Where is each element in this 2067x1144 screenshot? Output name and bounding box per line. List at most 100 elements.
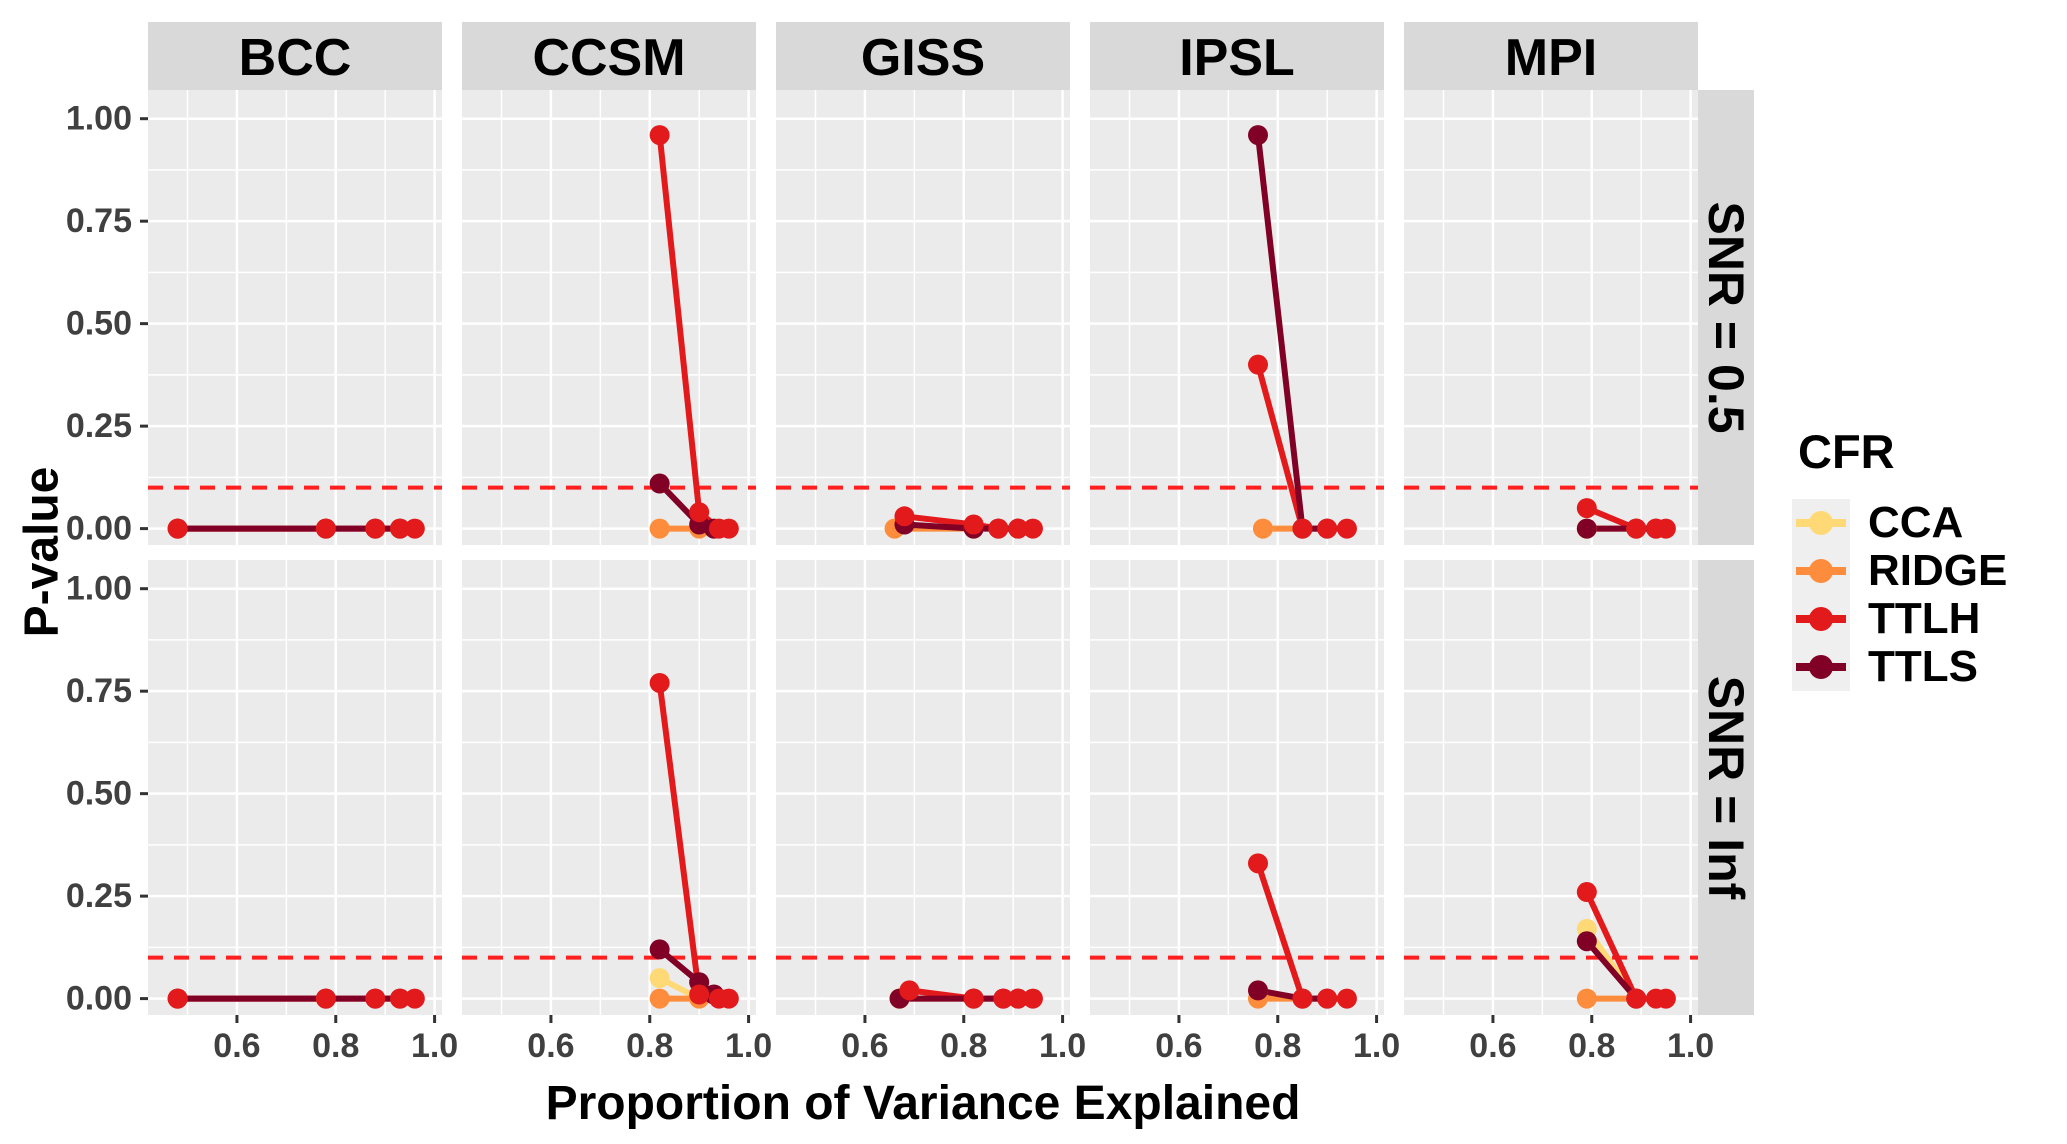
data-point-ridge: [1252, 518, 1273, 539]
x-axis-tick-label: 0.8: [1568, 1027, 1615, 1065]
strip-background: [148, 22, 442, 90]
data-point-ttlh: [1576, 498, 1597, 519]
x-axis-tick-label: 1.0: [1039, 1027, 1086, 1065]
legend-key-swatch: [1792, 595, 1850, 643]
legend-key-swatch: [1792, 499, 1850, 547]
data-point-ttls: [649, 473, 670, 494]
data-point-ttlh: [899, 980, 920, 1001]
legend-item-label: RIDGE: [1868, 546, 2008, 595]
legend-title: CFR: [1798, 425, 1895, 478]
panel-ipsl-row0: [1090, 90, 1384, 545]
data-point-ttlh: [649, 672, 670, 693]
legend-key-glyph: [1796, 655, 1846, 679]
data-point-ttlh: [963, 514, 984, 535]
legend-key-glyph: [1796, 511, 1846, 535]
facet-row-label: SNR = 0.5: [1698, 201, 1754, 433]
panel-mpi-row1: [1404, 560, 1698, 1015]
legend-key-glyph: [1796, 559, 1846, 583]
data-point-ttlh: [1008, 518, 1029, 539]
data-point-ttlh: [365, 518, 386, 539]
data-point-ttlh: [1626, 518, 1647, 539]
facet-row-strip-top: SNR = 0.5: [1698, 90, 1754, 545]
panel-giss-row0: [776, 90, 1070, 545]
panel-giss-row1: [776, 560, 1070, 1015]
x-axis-tick-label: 0.8: [1254, 1027, 1301, 1065]
legend-item-label: TTLS: [1868, 642, 1978, 691]
panel-ccsm-row1: [462, 560, 756, 1015]
panel-mpi-row0: [1404, 90, 1698, 545]
legend-item-ttls: TTLS: [1792, 643, 2007, 691]
x-axis-tick-label: 1.0: [411, 1027, 458, 1065]
data-point-ttlh: [993, 988, 1014, 1009]
y-axis-tick-label: 0.25: [66, 877, 132, 915]
data-point-ttlh: [390, 518, 410, 539]
legend-item-label: TTLH: [1868, 594, 1981, 643]
panel-bcc-row0: [148, 90, 442, 545]
data-point-ttlh: [315, 988, 336, 1009]
legend-item-label: CCA: [1868, 498, 1964, 547]
data-point-ttlh: [1292, 988, 1313, 1009]
x-axis-title: Proportion of Variance Explained: [545, 1077, 1301, 1130]
legend-item-cca: CCA: [1792, 499, 2007, 547]
data-point-ttlh: [167, 518, 188, 539]
strip-background: [1404, 22, 1698, 90]
x-axis-tick-label: 0.6: [1469, 1027, 1516, 1065]
strip-background: [462, 22, 756, 90]
legend: CFR CCA RIDGE TTLH TTLS: [1792, 424, 2007, 691]
data-point-ridge: [1576, 988, 1597, 1009]
data-point-ttlh: [315, 518, 336, 539]
panel-background: [462, 90, 756, 545]
y-axis-tick-label: 1.00: [66, 570, 132, 608]
data-point-ttls: [1576, 518, 1597, 539]
panel-ipsl-row1: [1090, 560, 1384, 1015]
y-axis-tick-label: 0.25: [66, 407, 132, 445]
strip-background: [1698, 560, 1754, 1015]
y-axis-tick-label: 0.00: [66, 510, 132, 548]
data-point-ttlh: [167, 988, 188, 1009]
panel-background: [776, 90, 1070, 545]
strip-background: [1698, 90, 1754, 545]
facet-column-label: GISS: [861, 29, 985, 87]
legend-key-point: [1809, 559, 1833, 583]
data-point-ttlh: [1248, 853, 1268, 874]
legend-key-glyph: [1796, 607, 1846, 631]
legend-key-point: [1809, 511, 1833, 535]
facet-column-strip-mpi: MPI: [1404, 22, 1698, 90]
panel-ccsm-row0: [462, 90, 756, 545]
panel-background: [148, 90, 442, 545]
data-point-ttlh: [649, 125, 670, 146]
legend-item-ridge: RIDGE: [1792, 547, 2007, 595]
facet-column-label: MPI: [1505, 29, 1597, 87]
data-point-ridge: [649, 518, 670, 539]
data-point-ttlh: [988, 518, 1009, 539]
data-point-ttlh: [1576, 882, 1597, 903]
series-line-ttls: [1583, 938, 1640, 1002]
legend-key-point: [1809, 607, 1833, 631]
data-point-ttls: [1576, 931, 1597, 952]
data-point-ttlh: [963, 988, 984, 1009]
data-point-ttls: [1248, 125, 1268, 146]
x-axis-tick-label: 0.6: [527, 1027, 574, 1065]
data-point-ttlh: [1022, 988, 1043, 1009]
data-point-ttls: [1248, 980, 1268, 1001]
y-axis-tick-label: 0.75: [66, 202, 132, 240]
x-axis-tick-label: 0.8: [626, 1027, 673, 1065]
y-axis-tick-label: 1.00: [66, 100, 132, 138]
panel-background: [1090, 560, 1384, 1015]
data-point-ttlh: [1292, 518, 1313, 539]
x-axis-tick-label: 1.0: [1353, 1027, 1400, 1065]
data-point-ttlh: [1655, 518, 1676, 539]
y-axis-title: P-value: [15, 466, 69, 638]
legend-key-swatch: [1792, 643, 1850, 691]
x-axis-tick-label: 0.8: [312, 1027, 359, 1065]
data-point-ttlh: [365, 988, 386, 1009]
data-point-ttls: [649, 939, 670, 960]
facet-column-label: BCC: [239, 29, 352, 87]
data-point-ttlh: [689, 984, 710, 1005]
data-point-ttlh: [1022, 518, 1043, 539]
facet-row-label: SNR = Inf: [1698, 676, 1754, 900]
legend-items: CCA RIDGE TTLH TTLS: [1792, 499, 2007, 691]
x-axis-tick-label: 1.0: [725, 1027, 772, 1065]
